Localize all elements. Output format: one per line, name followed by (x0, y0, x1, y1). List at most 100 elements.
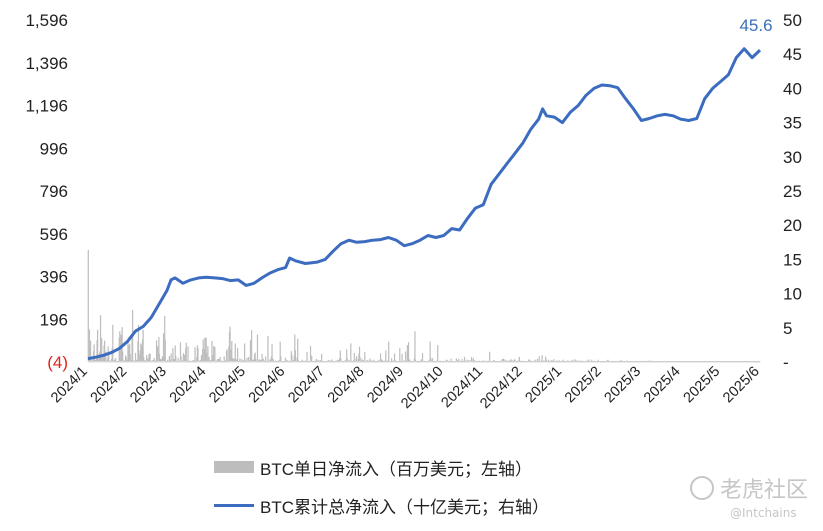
daily-inflow-bar (252, 359, 254, 362)
daily-inflow-bar (286, 361, 288, 362)
daily-inflow-bar (192, 360, 194, 362)
daily-inflow-bar (157, 361, 159, 362)
daily-inflow-bar (104, 360, 106, 362)
daily-inflow-bar (521, 360, 523, 362)
daily-inflow-bar (590, 361, 592, 362)
daily-inflow-bar (114, 361, 116, 362)
daily-inflow-bar (101, 338, 103, 362)
daily-inflow-bar (406, 361, 408, 362)
daily-inflow-bar (158, 353, 161, 362)
daily-inflow-bar (249, 361, 251, 362)
daily-inflow-bar (446, 361, 448, 362)
daily-inflow-bar (179, 342, 182, 362)
daily-inflow-bar (223, 361, 225, 362)
daily-inflow-bar (294, 334, 296, 362)
daily-inflow-bar (297, 359, 299, 362)
daily-inflow-bar (482, 361, 484, 362)
daily-inflow-bar (129, 343, 131, 362)
daily-inflow-bar (148, 361, 151, 362)
daily-inflow-bar (166, 361, 168, 362)
daily-inflow-bar (234, 343, 236, 362)
daily-inflow-bar (335, 361, 337, 362)
daily-inflow-bar (399, 347, 401, 362)
daily-inflow-bar (210, 359, 212, 362)
daily-inflow-bar (304, 360, 306, 362)
daily-inflow-bar (317, 359, 319, 362)
daily-inflow-bar (231, 341, 233, 362)
daily-inflow-bar (459, 360, 462, 362)
daily-inflow-bar (219, 357, 221, 362)
daily-inflow-bar (336, 361, 338, 362)
daily-inflow-bar (555, 361, 557, 362)
daily-inflow-bar (384, 361, 386, 362)
daily-inflow-bar (469, 361, 471, 362)
daily-inflow-bar (295, 361, 298, 362)
daily-inflow-bar (420, 361, 422, 362)
daily-inflow-bar (90, 361, 92, 362)
daily-inflow-bar (169, 359, 171, 362)
right-tick-label: - (783, 353, 789, 372)
daily-inflow-bar (155, 361, 157, 362)
daily-inflow-bar (158, 336, 160, 362)
daily-inflow-bar (592, 361, 595, 362)
daily-inflow-bar (328, 359, 330, 362)
daily-inflow-bar (132, 361, 134, 362)
daily-inflow-bar (144, 360, 146, 362)
daily-inflow-bar (585, 360, 588, 362)
daily-inflow-bar (213, 346, 215, 362)
watermark-brand-text: 老虎社区 (720, 478, 809, 503)
daily-inflow-bar (393, 361, 395, 362)
right-tick-label: 30 (783, 148, 802, 167)
daily-inflow-bar (587, 361, 589, 362)
daily-inflow-bar (492, 361, 494, 362)
daily-inflow-bar (450, 358, 452, 362)
daily-inflow-bar (488, 361, 490, 362)
daily-inflow-bar (369, 358, 371, 362)
daily-inflow-bar (195, 360, 197, 362)
legend-label-line: BTC累计总净流入（十亿美元；右轴） (260, 497, 549, 517)
daily-inflow-bar (173, 359, 175, 362)
daily-inflow-bar (626, 360, 628, 362)
daily-inflow-bar (184, 361, 186, 362)
daily-inflow-bar (314, 360, 316, 362)
left-tick-label: 196 (40, 310, 68, 329)
daily-inflow-bar (301, 361, 303, 362)
daily-inflow-bar (420, 359, 422, 362)
daily-inflow-bar (216, 361, 218, 362)
daily-inflow-bar (274, 360, 277, 362)
daily-inflow-bar (372, 359, 375, 362)
right-tick-label: 15 (783, 250, 802, 269)
daily-inflow-bar (381, 360, 383, 362)
daily-inflow-bar (261, 353, 263, 362)
daily-inflow-bar (145, 361, 147, 362)
daily-inflow-bar (572, 359, 574, 362)
daily-inflow-bar (246, 357, 248, 362)
daily-inflow-bar (102, 355, 104, 362)
daily-inflow-bar (147, 358, 149, 362)
daily-inflow-bar (394, 359, 396, 362)
daily-inflow-bar (189, 360, 191, 362)
daily-inflow-bar (110, 361, 112, 362)
daily-inflow-bar (337, 359, 340, 362)
daily-inflow-bar (319, 360, 322, 362)
x-tick-label: 2024/10 (398, 364, 446, 412)
daily-inflow-bar (254, 352, 256, 362)
daily-inflow-bar (118, 361, 120, 362)
daily-inflow-bar (647, 360, 649, 362)
daily-inflow-bar (349, 360, 351, 362)
daily-inflow-bar (585, 361, 587, 362)
daily-inflow-bar (239, 358, 241, 362)
daily-inflow-bar (549, 361, 551, 362)
daily-inflow-bar (167, 359, 169, 362)
daily-inflow-bar (414, 331, 416, 362)
daily-inflow-bar (119, 360, 121, 362)
daily-inflow-bar (566, 361, 568, 362)
daily-inflow-bar (363, 361, 365, 362)
daily-inflow-bar (218, 359, 220, 362)
daily-inflow-bar (349, 361, 351, 362)
left-tick-label: 1,396 (25, 54, 68, 73)
daily-inflow-bar (286, 360, 288, 362)
daily-inflow-bar (319, 360, 321, 362)
daily-inflow-bar (201, 361, 203, 362)
daily-inflow-bar (461, 359, 463, 362)
